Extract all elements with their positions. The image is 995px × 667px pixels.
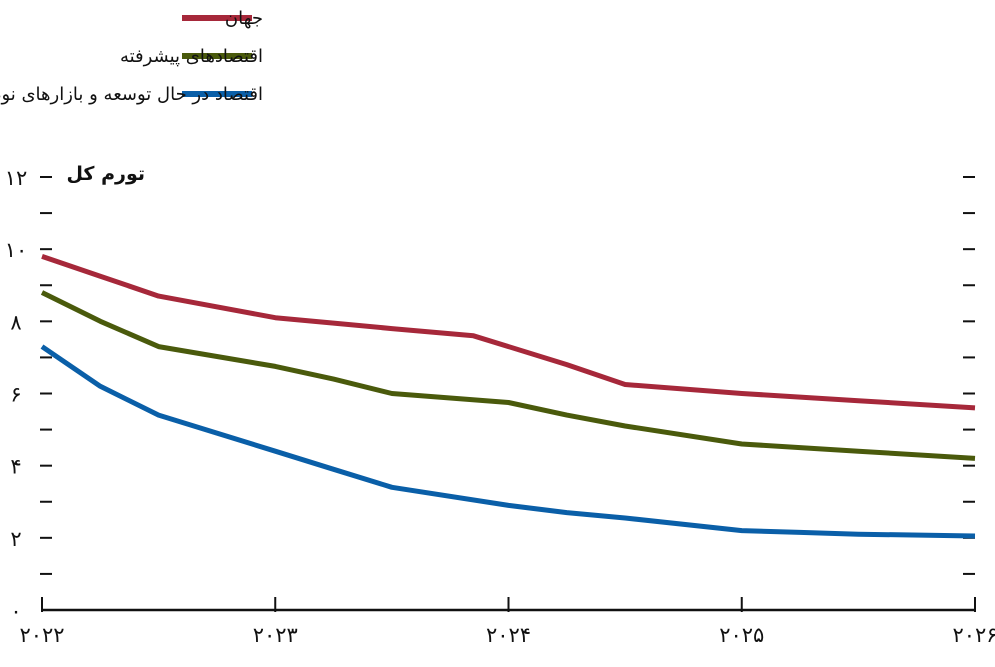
- y-tick-label: ۰: [10, 599, 21, 623]
- y-tick-label: ۲: [10, 527, 21, 551]
- y-tick-label: ۱۲: [5, 166, 28, 190]
- y-tick-label: ۴: [10, 455, 21, 479]
- series-lines: [40, 254, 976, 539]
- x-tick-label: ۲۰۲۶: [952, 623, 995, 647]
- y-axis-left: ۰ ۲ ۴ ۶ ۸ ۱۰ ۱۲: [5, 166, 52, 623]
- x-tick-label: ۲۰۲۴: [486, 623, 531, 647]
- legend-label: اقتصادهای پیشرفته: [120, 46, 263, 67]
- x-tick-label: ۲۰۲۵: [719, 623, 764, 647]
- legend-label: جهان: [225, 8, 263, 29]
- y-tick-label: ۸: [10, 310, 21, 334]
- series-line: [40, 344, 976, 539]
- x-tick-label: ۲۰۲۳: [253, 623, 298, 647]
- y-axis-right: [963, 176, 975, 611]
- x-axis: ۲۰۲۲ ۲۰۲۳ ۲۰۲۴ ۲۰۲۵ ۲۰۲۶: [19, 597, 995, 647]
- x-tick-label: ۲۰۲۲: [19, 623, 64, 647]
- y-tick-label: ۱۰: [5, 238, 28, 262]
- y-tick-label: ۶: [10, 383, 21, 407]
- series-line: [41, 254, 976, 411]
- chart-legend: جهان اقتصادهای پیشرفته اقتصاد در حال توسعه…: [0, 8, 263, 105]
- series-line: [40, 290, 976, 461]
- legend-label: اقتصاد در حال توسعه و بازارهای نوظهور: [0, 84, 263, 105]
- y-axis-label: تورم کل: [66, 163, 145, 185]
